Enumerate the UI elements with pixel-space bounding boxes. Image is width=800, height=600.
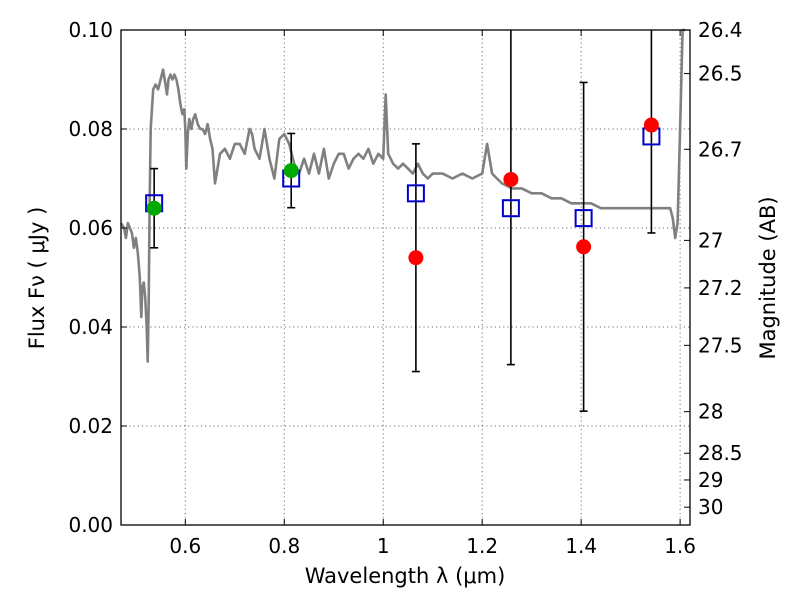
right-tick-label: 26.4: [698, 18, 743, 42]
observed-point: [283, 163, 299, 179]
right-tick-label: 27: [698, 228, 723, 252]
observed-point: [576, 239, 592, 255]
model-sed-series: [119, 28, 686, 363]
right-tick-label: 26.7: [698, 137, 743, 161]
right-tick-label: 26.5: [698, 62, 743, 86]
model-sed-line: [119, 28, 686, 363]
right-axis-label: Magnitude (AB): [756, 196, 780, 359]
x-axis-label: Wavelength λ (μm): [305, 564, 506, 588]
right-tick-label: 28.5: [698, 441, 743, 465]
model-bandpass-marker: [406, 184, 425, 203]
y-tick-label: 0.00: [68, 513, 113, 537]
y-tick-label: 0.08: [68, 117, 113, 141]
y-tick-label: 0.10: [68, 18, 113, 42]
observed-point: [408, 250, 424, 266]
x-tick-label: 1: [377, 534, 390, 558]
right-tick-label: 27.2: [698, 276, 743, 300]
model-bandpass-marker: [574, 209, 593, 228]
y-axis-label: Flux Fν ( μJy ): [25, 207, 49, 350]
x-tick-label: 1.6: [664, 534, 696, 558]
model-bandpass-marker: [501, 199, 520, 218]
data-points: [145, 30, 661, 412]
x-tick-label: 1.4: [565, 534, 597, 558]
observed-point: [503, 171, 519, 187]
x-tick-label: 0.8: [268, 534, 300, 558]
axis-ticks: 0.6 0.8 1 1.2 1.4 1.6 0.00 0.02 0.04 0.06 0.08 0.10…: [68, 18, 742, 558]
right-tick-label: 29: [698, 468, 723, 492]
y-tick-label: 0.06: [68, 216, 113, 240]
observed-point: [643, 117, 659, 133]
right-tick-label: 28: [698, 400, 723, 424]
x-tick-label: 1.2: [466, 534, 498, 558]
x-tick-label: 0.6: [169, 534, 201, 558]
y-tick-label: 0.02: [68, 414, 113, 438]
right-tick-label: 27.5: [698, 333, 743, 357]
grid-lines: [121, 30, 690, 525]
plot-frame: [120, 29, 691, 526]
observed-point: [146, 200, 162, 216]
right-tick-label: 30: [698, 495, 723, 519]
y-tick-label: 0.04: [68, 315, 113, 339]
